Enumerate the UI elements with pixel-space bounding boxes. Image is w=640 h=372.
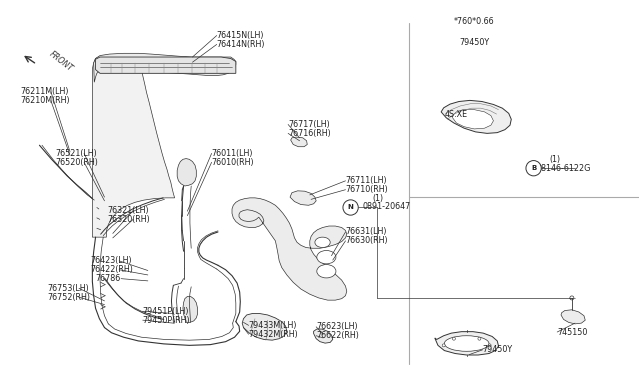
Text: B: B [531, 165, 536, 171]
Text: 76414N(RH): 76414N(RH) [217, 40, 265, 49]
Circle shape [343, 200, 358, 215]
Ellipse shape [315, 237, 330, 247]
Polygon shape [183, 296, 198, 323]
Text: 76422(RH): 76422(RH) [90, 265, 133, 274]
Text: 76011(LH): 76011(LH) [212, 149, 253, 158]
Text: 76415N(LH): 76415N(LH) [217, 31, 264, 40]
Text: 76010(RH): 76010(RH) [212, 158, 254, 167]
Text: 76622(RH): 76622(RH) [316, 331, 359, 340]
Text: 76423(LH): 76423(LH) [90, 256, 132, 265]
Text: 76752(RH): 76752(RH) [47, 293, 90, 302]
Ellipse shape [317, 264, 336, 278]
Text: 79451P(LH): 79451P(LH) [143, 307, 189, 316]
Text: 76623(LH): 76623(LH) [316, 322, 358, 331]
Text: 76786: 76786 [95, 274, 121, 283]
Text: 76630(RH): 76630(RH) [346, 236, 388, 246]
Text: 76711(LH): 76711(LH) [346, 176, 387, 185]
Text: 76631(LH): 76631(LH) [346, 227, 387, 237]
Text: 79450P(RH): 79450P(RH) [143, 316, 190, 325]
Text: (1): (1) [372, 194, 383, 203]
Text: 0891-20647: 0891-20647 [363, 202, 411, 211]
Text: 08146-6122G: 08146-6122G [537, 164, 591, 173]
Text: N: N [348, 205, 353, 211]
Text: (1): (1) [550, 155, 561, 164]
Ellipse shape [317, 250, 336, 264]
Text: 76320(RH): 76320(RH) [108, 215, 150, 224]
Text: 79432M(RH): 79432M(RH) [248, 330, 298, 339]
Polygon shape [291, 137, 307, 147]
Text: 76321(LH): 76321(LH) [108, 206, 149, 215]
Polygon shape [177, 158, 196, 186]
Text: 76211M(LH): 76211M(LH) [20, 87, 69, 96]
Text: 79450Y: 79450Y [459, 38, 489, 47]
Circle shape [452, 337, 456, 340]
Text: 76717(LH): 76717(LH) [288, 120, 330, 129]
Circle shape [570, 296, 574, 300]
Circle shape [526, 161, 541, 176]
Text: 76210M(RH): 76210M(RH) [20, 96, 70, 105]
Polygon shape [95, 57, 236, 73]
Circle shape [478, 337, 481, 340]
Polygon shape [242, 314, 287, 340]
Polygon shape [232, 198, 347, 300]
Text: 79450Y: 79450Y [483, 345, 513, 354]
Polygon shape [314, 329, 333, 343]
Circle shape [488, 344, 491, 347]
Text: *760*0.66: *760*0.66 [454, 17, 495, 26]
Polygon shape [290, 191, 316, 205]
Polygon shape [561, 310, 585, 324]
Text: FRONT: FRONT [47, 50, 74, 74]
Circle shape [442, 344, 445, 347]
Text: 76753(LH): 76753(LH) [47, 284, 89, 293]
Text: 76520(RH): 76520(RH) [56, 158, 99, 167]
Polygon shape [441, 100, 511, 134]
Ellipse shape [444, 336, 489, 351]
Polygon shape [435, 332, 499, 355]
Text: 76521(LH): 76521(LH) [56, 149, 97, 158]
Polygon shape [93, 53, 236, 82]
Text: 76710(RH): 76710(RH) [346, 185, 388, 194]
Text: 79433M(LH): 79433M(LH) [248, 321, 297, 330]
Polygon shape [92, 55, 175, 237]
Text: 4S.XE: 4S.XE [444, 110, 467, 119]
Text: 76716(RH): 76716(RH) [288, 129, 331, 138]
Polygon shape [452, 109, 493, 129]
Text: 745150: 745150 [557, 327, 588, 337]
